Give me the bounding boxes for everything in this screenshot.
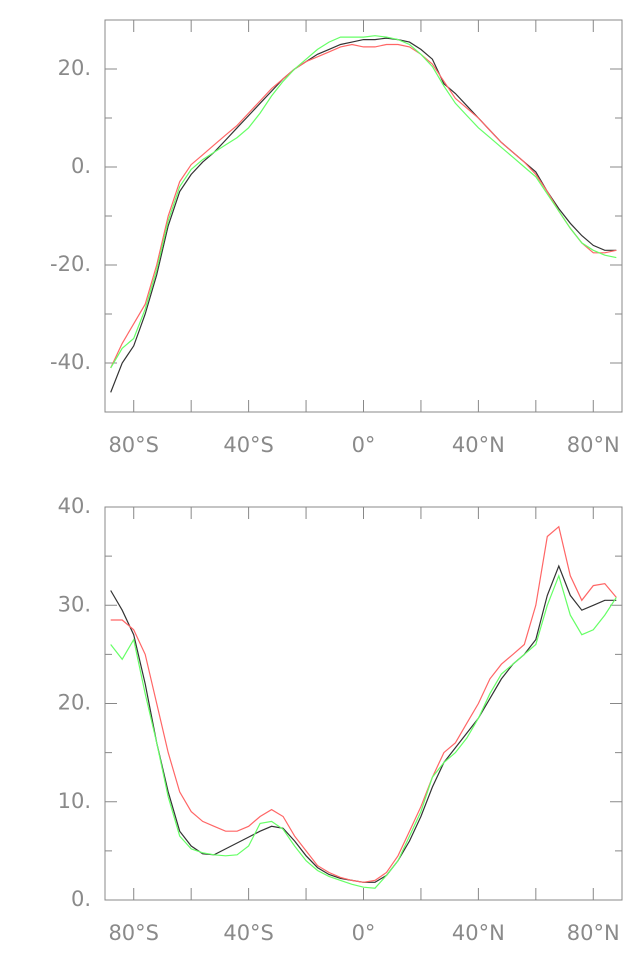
x-tick-label: 0° [352,433,376,457]
y-tick-label: 0. [71,887,91,911]
x-tick-label: 80°N [567,433,620,457]
series-line [110,35,617,369]
series-line [110,573,617,889]
x-tick-label: 80°S [108,433,159,457]
x-tick-label: 40°S [223,433,274,457]
y-tick-label: -40. [50,350,91,374]
x-tick-label: 40°N [452,433,505,457]
y-tick-label: -20. [50,252,91,276]
x-tick-label: 80°N [567,921,620,945]
series-line [110,564,617,883]
series-line [110,37,617,393]
series-line [110,525,617,883]
plot-frame [104,506,623,901]
plot-frame [104,19,623,413]
y-tick-label: 10. [58,789,91,813]
y-tick-label: 20. [58,56,91,80]
y-tick-label: 20. [58,691,91,715]
series-line [110,43,617,369]
y-tick-label: 30. [58,592,91,616]
x-tick-label: 40°N [452,921,505,945]
x-tick-label: 40°S [223,921,274,945]
x-tick-label: 80°S [108,921,159,945]
y-tick-label: 40. [58,494,91,518]
x-tick-label: 0° [352,921,376,945]
y-tick-label: 0. [71,154,91,178]
